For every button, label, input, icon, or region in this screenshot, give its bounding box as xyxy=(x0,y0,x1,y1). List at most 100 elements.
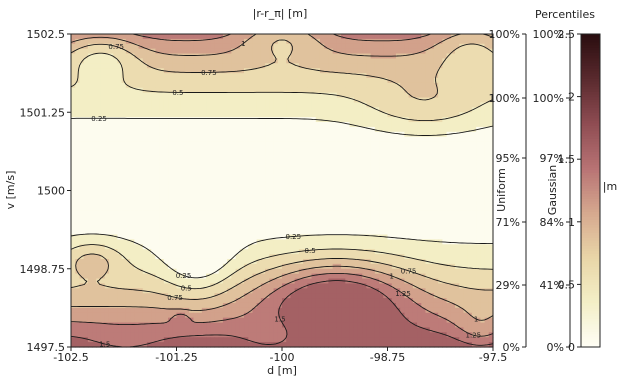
heatmap-cell xyxy=(138,48,144,55)
heatmap-cell xyxy=(130,161,135,167)
heatmap-cell xyxy=(319,210,325,216)
heatmap-cell xyxy=(391,258,397,265)
heatmap-cell xyxy=(484,136,490,143)
heatmap-cell xyxy=(96,48,102,55)
heatmap-cell xyxy=(83,107,89,113)
heatmap-cell xyxy=(227,254,232,260)
heatmap-cell xyxy=(450,175,456,182)
heatmap-cell xyxy=(341,224,346,231)
heatmap-cell xyxy=(277,244,283,250)
heatmap-cell xyxy=(353,146,359,152)
heatmap-cell xyxy=(307,195,313,201)
heatmap-cell xyxy=(357,175,363,182)
heatmap-cell xyxy=(117,210,123,216)
heatmap-cell xyxy=(96,205,102,211)
heatmap-cell xyxy=(121,263,127,270)
heatmap-cell xyxy=(134,170,140,177)
heatmap-cell xyxy=(117,170,123,177)
heatmap-cell xyxy=(248,268,254,275)
heatmap-cell xyxy=(370,92,376,99)
heatmap-cell xyxy=(269,263,275,270)
heatmap-cell xyxy=(286,112,292,118)
heatmap-cell xyxy=(92,229,97,236)
heatmap-cell xyxy=(391,136,397,143)
heatmap-cell xyxy=(210,58,216,64)
heatmap-cell xyxy=(100,53,106,60)
heatmap-cell xyxy=(383,166,389,172)
heatmap-cell xyxy=(113,38,119,45)
heatmap-cell xyxy=(400,161,405,167)
heatmap-cell xyxy=(417,180,422,187)
heatmap-cell xyxy=(231,48,237,55)
heatmap-cell xyxy=(206,53,211,60)
heatmap-cell xyxy=(214,43,220,50)
heatmap-cell xyxy=(138,97,144,104)
heatmap-cell xyxy=(113,78,119,84)
heatmap-cell xyxy=(256,239,262,245)
heatmap-cell xyxy=(282,34,287,40)
heatmap-cell xyxy=(349,131,355,138)
heatmap-cell xyxy=(379,107,384,113)
heatmap-cell xyxy=(235,244,241,250)
heatmap-cell xyxy=(235,82,241,89)
heatmap-cell xyxy=(201,126,207,133)
heatmap-cell xyxy=(417,214,422,221)
heatmap-cell xyxy=(370,273,376,280)
heatmap-cell xyxy=(96,175,102,182)
heatmap-cell xyxy=(210,92,216,99)
heatmap-cell xyxy=(315,73,321,79)
heatmap-cell xyxy=(324,205,330,211)
heatmap-cell xyxy=(130,43,135,50)
heatmap-cell xyxy=(252,112,258,118)
heatmap-cell xyxy=(214,224,220,231)
heatmap-cell xyxy=(239,102,245,108)
heatmap-cell xyxy=(172,190,178,196)
heatmap-cell xyxy=(265,63,270,69)
heatmap-cell xyxy=(328,102,334,108)
heatmap-cell xyxy=(151,229,156,236)
heatmap-cell xyxy=(197,175,203,182)
heatmap-cell xyxy=(412,180,418,187)
heatmap-cell xyxy=(96,263,102,270)
heatmap-cell xyxy=(315,263,321,270)
heatmap-cell xyxy=(146,102,152,108)
heatmap-cell xyxy=(438,141,443,148)
heatmap-cell xyxy=(159,53,165,60)
heatmap-cell xyxy=(265,53,270,60)
heatmap-cell xyxy=(210,229,216,236)
heatmap-cell xyxy=(433,205,439,211)
heatmap-cell xyxy=(476,263,481,270)
heatmap-cell xyxy=(155,141,161,148)
heatmap-cell xyxy=(387,166,393,172)
heatmap-cell xyxy=(134,151,140,157)
heatmap-cell xyxy=(108,180,114,187)
heatmap-cell xyxy=(273,141,279,148)
heatmap-cell xyxy=(197,97,203,104)
heatmap-cell xyxy=(324,200,330,206)
heatmap-cell xyxy=(180,73,186,79)
heatmap-cell xyxy=(319,92,325,99)
heatmap-cell xyxy=(248,122,254,128)
heatmap-cell xyxy=(298,239,304,245)
heatmap-cell xyxy=(159,268,165,275)
heatmap-cell xyxy=(345,136,351,143)
heatmap-cell xyxy=(366,68,372,74)
heatmap-cell xyxy=(303,107,308,113)
heatmap-cell xyxy=(92,48,97,55)
heatmap-cell xyxy=(180,273,186,280)
heatmap-cell xyxy=(362,38,367,45)
heatmap-cell xyxy=(113,268,119,275)
heatmap-cell xyxy=(484,180,490,187)
heatmap-cell xyxy=(159,263,165,270)
heatmap-cell xyxy=(130,214,135,221)
heatmap-cell xyxy=(277,166,283,172)
heatmap-cell xyxy=(273,156,279,162)
heatmap-cell xyxy=(121,117,127,123)
heatmap-cell xyxy=(214,273,220,280)
heatmap-cell xyxy=(366,117,372,123)
heatmap-cell xyxy=(471,78,477,84)
heatmap-cell xyxy=(303,229,308,236)
heatmap-cell xyxy=(341,166,346,172)
heatmap-cell xyxy=(345,122,351,128)
heatmap-cell xyxy=(353,48,359,55)
